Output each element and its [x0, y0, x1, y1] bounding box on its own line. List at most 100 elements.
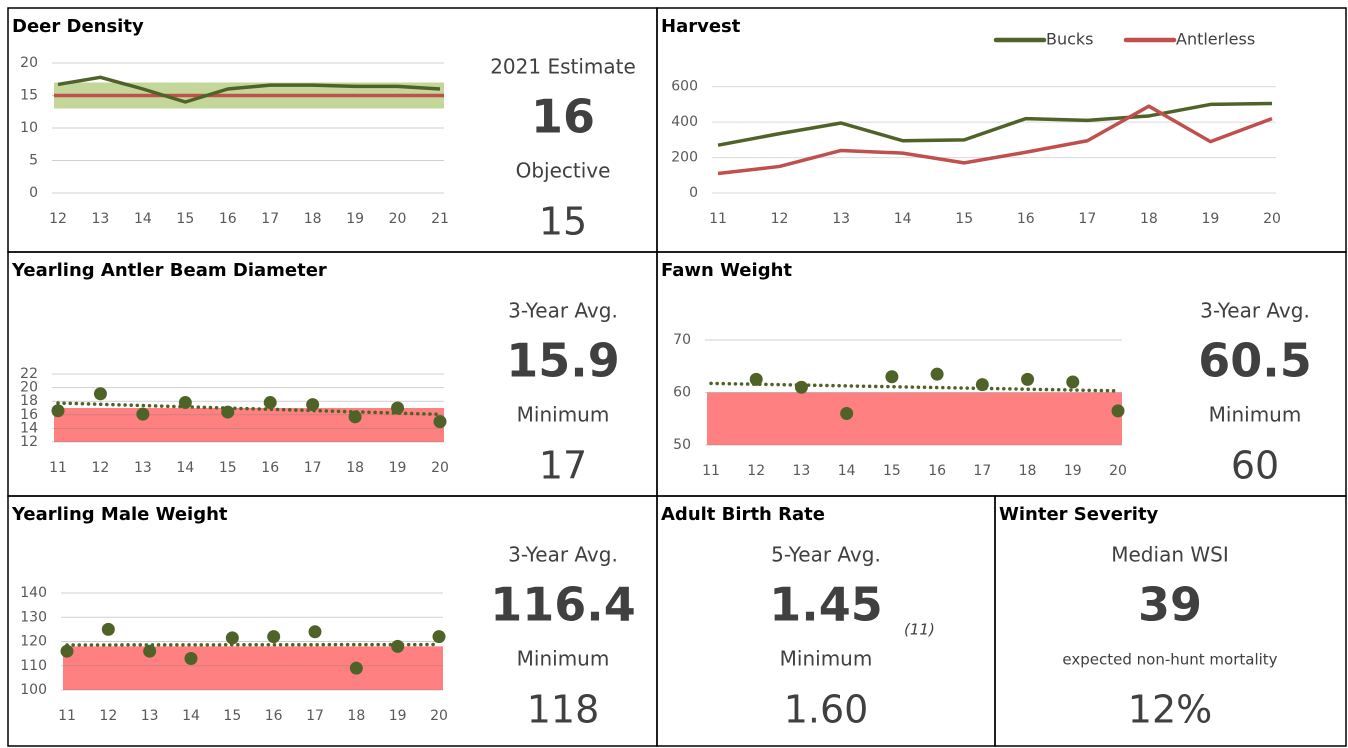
point [391, 401, 405, 415]
y-tick-label: 18 [20, 393, 38, 409]
x-tick-label: 20 [1263, 211, 1281, 227]
point [225, 631, 239, 645]
x-tick-label: 13 [832, 211, 850, 227]
x-tick-label: 18 [1140, 211, 1158, 227]
point [1111, 404, 1125, 418]
stat-big: 16 [531, 90, 595, 144]
x-tick-label: 16 [219, 211, 237, 227]
y-tick-label: 600 [671, 79, 698, 95]
series-line [57, 75, 441, 104]
y-tick-label: 50 [673, 437, 691, 453]
x-tick-label: 17 [973, 463, 991, 479]
x-tick-label: 14 [894, 211, 912, 227]
x-tick-label: 12 [99, 708, 117, 724]
x-tick-label: 16 [265, 708, 283, 724]
x-tick-label: 14 [176, 460, 194, 476]
x-tick-label: 13 [92, 211, 110, 227]
x-tick-label: 12 [92, 460, 110, 476]
x-tick-label: 17 [1078, 211, 1096, 227]
point [840, 407, 854, 420]
x-tick-label: 21 [431, 211, 449, 227]
point [885, 370, 899, 384]
y-tick-label: 12 [20, 434, 38, 450]
x-tick-label: 17 [306, 708, 324, 724]
panel-title: Adult Birth Rate [661, 504, 825, 525]
stat-big: 1.45 [769, 578, 883, 632]
x-tick-label: 20 [430, 708, 448, 724]
stat-label: Minimum [1209, 403, 1302, 427]
point [749, 372, 763, 386]
point [1021, 372, 1035, 386]
panel-title: Deer Density [12, 16, 144, 37]
x-tick-label: 15 [176, 211, 194, 227]
y-tick-label: 100 [20, 682, 47, 698]
point [794, 380, 808, 394]
y-tick-label: 110 [20, 658, 47, 674]
point [178, 396, 192, 410]
stat-label: 3-Year Avg. [508, 543, 618, 567]
y-tick-label: 14 [20, 420, 38, 436]
point [349, 661, 363, 675]
x-tick-label: 11 [702, 463, 720, 479]
stat-value: 60 [1231, 444, 1279, 488]
stat-value: 17 [539, 444, 587, 488]
x-tick-label: 12 [49, 211, 67, 227]
x-tick-label: 13 [141, 708, 159, 724]
x-tick-label: 14 [182, 708, 200, 724]
point [221, 405, 235, 419]
stat-label: Minimum [780, 647, 873, 671]
stat-label: Minimum [517, 403, 610, 427]
x-tick-label: 17 [304, 460, 322, 476]
band [63, 646, 443, 690]
y-tick-label: 5 [29, 153, 38, 169]
point [975, 378, 989, 392]
x-tick-label: 20 [431, 460, 449, 476]
x-tick-label: 16 [261, 460, 279, 476]
legend-label: Antlerless [1176, 30, 1255, 49]
point [267, 630, 281, 644]
stat-label: Median WSI [1111, 543, 1228, 567]
stat-label: 3-Year Avg. [1200, 299, 1310, 323]
stat-big: 39 [1138, 578, 1202, 632]
series-line [717, 101, 1273, 147]
x-tick-label: 15 [883, 463, 901, 479]
stat-label: 5-Year Avg. [771, 543, 881, 567]
point [306, 398, 320, 412]
panel-title: Yearling Male Weight [11, 504, 228, 525]
band [707, 392, 1122, 445]
x-tick-label: 19 [346, 211, 364, 227]
point [143, 644, 157, 658]
y-tick-label: 16 [20, 407, 38, 423]
stat-value: 118 [527, 688, 600, 732]
x-tick-label: 15 [219, 460, 237, 476]
stat-big: 15.9 [506, 334, 620, 388]
trendline [56, 401, 442, 417]
y-tick-label: 22 [20, 366, 38, 382]
x-tick-label: 13 [134, 460, 152, 476]
point [308, 625, 322, 639]
x-tick-label: 19 [1202, 211, 1220, 227]
legend-label: Bucks [1046, 30, 1094, 49]
x-tick-label: 15 [223, 708, 241, 724]
x-tick-label: 14 [134, 211, 152, 227]
y-tick-label: 0 [689, 185, 698, 201]
stat-big: 60.5 [1198, 334, 1312, 388]
stat-value: 15 [539, 200, 587, 244]
x-tick-label: 15 [955, 211, 973, 227]
panel-title: Winter Severity [999, 504, 1159, 525]
y-tick-label: 60 [673, 385, 691, 401]
point [930, 367, 944, 381]
x-tick-label: 18 [347, 708, 365, 724]
point [433, 415, 447, 429]
x-tick-label: 11 [709, 211, 727, 227]
x-tick-label: 17 [261, 211, 279, 227]
y-tick-label: 20 [20, 55, 38, 71]
x-tick-label: 12 [747, 463, 765, 479]
x-tick-label: 12 [771, 211, 789, 227]
y-tick-label: 200 [671, 150, 698, 166]
point [60, 644, 74, 658]
stat-value: 12% [1128, 688, 1212, 732]
stat-label: 2021 Estimate [490, 55, 636, 79]
stat-note: (11) [904, 621, 935, 639]
panel-title: Harvest [661, 16, 741, 37]
